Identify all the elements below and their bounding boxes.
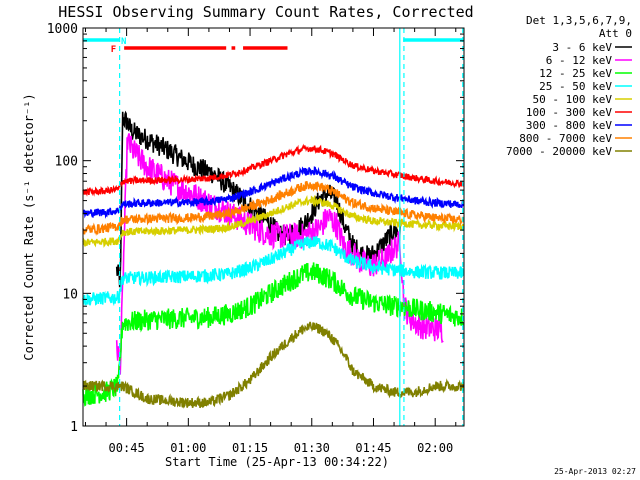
x-tick-label: 02:00 (417, 441, 453, 455)
y-tick-label: 1 (70, 420, 78, 435)
y-axis: 1 10 100 1000 (47, 22, 464, 435)
x-tick-label: 01:15 (232, 441, 268, 455)
legend-header-line-1: Det 1,3,5,6,7,9, (526, 14, 632, 27)
flag-annotation-N: N (121, 37, 126, 47)
legend-label-2: 12 - 25 keV (539, 67, 612, 80)
x-tick-label: 01:30 (294, 441, 330, 455)
legend-label-4: 50 - 100 keV (533, 93, 613, 106)
x-tick-label: 01:45 (355, 441, 391, 455)
legend-label-6: 300 - 800 keV (526, 119, 612, 132)
x-tick-label: 00:45 (109, 441, 145, 455)
x-tick-label: 01:00 (170, 441, 206, 455)
x-axis: 00:45 01:00 01:15 01:30 01:45 02:00 (84, 28, 457, 455)
series-line-0 (115, 110, 401, 288)
plot-frame (82, 27, 465, 427)
legend-label-1: 6 - 12 keV (546, 54, 613, 67)
generated-timestamp: 25-Apr-2013 02:27 (554, 467, 636, 476)
legend-label-0: 3 - 6 keV (552, 41, 612, 54)
legend-label-3: 25 - 50 keV (539, 80, 612, 93)
y-tick-label: 100 (55, 155, 78, 170)
x-axis-label: Start Time (25-Apr-13 00:34:22) (165, 455, 389, 469)
series-line-8 (82, 321, 465, 409)
plot-area: FN (82, 28, 465, 426)
legend-label-7: 800 - 7000 keV (519, 132, 612, 145)
series-line-1 (115, 133, 444, 375)
y-tick-label: 10 (62, 287, 78, 302)
y-axis-label: Corrected Count Rate (s⁻¹ detector⁻¹) (22, 93, 36, 360)
legend-label-8: 7000 - 20000 keV (506, 145, 612, 158)
legend-label-5: 100 - 300 keV (526, 106, 612, 119)
chart-title: HESSI Observing Summary Count Rates, Cor… (58, 3, 473, 21)
y-tick-label: 1000 (47, 22, 78, 37)
legend-header-line-2: Att 0 (599, 27, 632, 40)
flag-annotation-F: F (111, 45, 116, 55)
